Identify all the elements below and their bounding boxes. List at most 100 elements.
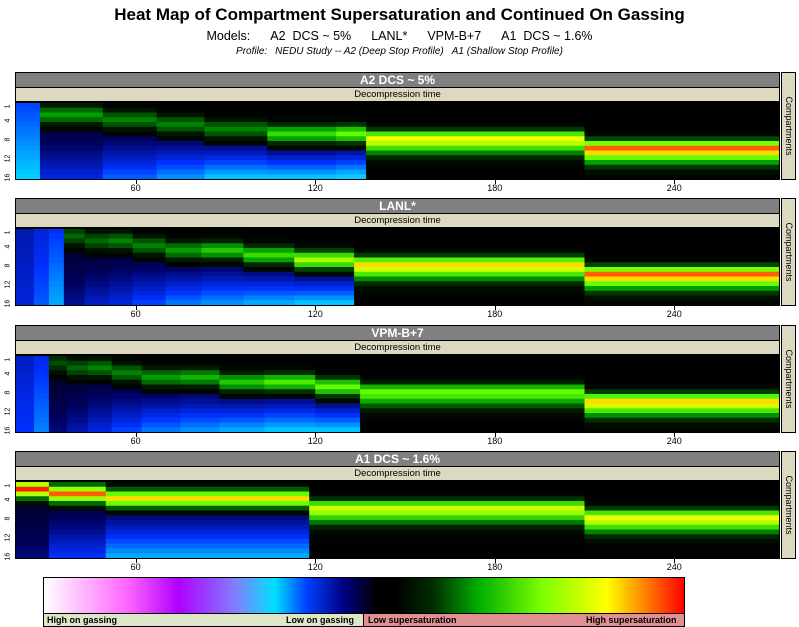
heatmap-cell [102,155,158,161]
heatmap-cell [294,243,355,249]
heatmap-cell [33,394,50,400]
heatmap-cell [16,117,41,123]
heatmap-cell [264,389,316,395]
heatmap-cell [336,150,367,156]
heatmap-cell [584,375,779,381]
heatmap-cell [315,360,361,366]
heatmap-cell [16,398,35,404]
heatmap-cell [584,520,779,526]
heatmap-cell [201,281,244,287]
heatmap-cell [48,262,65,268]
heatmap-cell [33,370,50,376]
heatmap-cell [111,384,143,390]
heatmap-cell [354,248,586,254]
legend-label-high-sat: High supersaturation [586,615,677,625]
heatmap-cell [132,238,167,244]
heatmap-cell [39,117,104,123]
heatmap-stop-column [141,356,182,432]
heatmap-cell [33,408,50,414]
heatmap-cell [111,370,143,376]
compartment-tick-label: 12 [4,280,12,289]
heatmap-cell [16,107,41,113]
heatmap-cell [156,141,206,147]
compartment-tick-label: 1 [4,104,12,109]
compartment-tick-label: 12 [4,154,12,163]
heatmap-stop-column [267,103,337,179]
heatmap-stop-column [132,229,167,305]
heatmap-cell [366,136,586,142]
heatmap-cell [243,262,295,268]
heatmap-cell [141,394,182,400]
heatmap-stop-column [16,356,35,432]
heatmap-cell [336,117,367,123]
heatmap-cell [201,267,244,273]
x-tick-mark [135,559,137,563]
heatmap-cell [108,252,134,258]
heatmap-cell [33,281,50,287]
heatmap-cell [584,150,779,156]
panel-xlabel: Decompression time [15,214,780,228]
heatmap-cell [584,238,779,244]
heatmap-cell [360,356,586,362]
heatmap-cell [219,422,265,428]
heatmap-cell [48,505,107,511]
heatmap-cell [315,384,361,390]
heatmap-stop-column [16,103,41,179]
heatmap-cell [243,233,295,239]
compartment-tick-label: 12 [4,407,12,416]
heatmap-cell [180,394,221,400]
heatmap-cell [84,286,110,292]
heatmap-cell [111,422,143,428]
heatmap-cell [584,229,779,235]
heatmap-cell [336,107,367,113]
heatmap-cell [33,286,50,292]
heatmap-cell [33,379,50,385]
heatmap-cell [366,164,586,170]
heatmap-cell [87,384,113,390]
heatmap-cell [84,252,110,258]
heatmap-cell [16,136,41,142]
heatmap-cell [48,257,65,263]
heatmap-cell [156,160,206,166]
heatmap-cell [105,539,310,545]
heatmap-cell [584,515,779,521]
heatmap-cell [309,496,586,502]
heatmap-cell [360,370,586,376]
heatmap-cell [33,290,50,296]
heatmap-cell [84,238,110,244]
heatmap-cell [105,505,310,511]
heatmap-cell [16,505,50,511]
x-tick-mark [674,559,676,563]
heatmap-stop-column [84,229,110,305]
heatmap-cell [39,164,104,170]
heatmap-cell [111,360,143,366]
heatmap-cell [108,262,134,268]
heatmap-cell [16,520,50,526]
heatmap-cell [360,375,586,381]
heatmap-cell [309,543,586,549]
heatmap-stop-column [294,229,355,305]
heatmap-stop-column [180,356,221,432]
compartment-tick-label: 8 [4,137,12,142]
heatmap-cell [360,422,586,428]
heatmap-cell [309,534,586,540]
heatmap-cell [309,501,586,507]
heatmap-cell [102,136,158,142]
heatmap-cell [204,131,268,137]
compartment-tick-label: 4 [4,371,12,376]
heatmap-cell [39,174,104,179]
heatmap-cell [584,389,779,395]
heatmap-cell [354,276,586,282]
heatmap-stop-column [360,356,586,432]
heatmap-cell [16,510,50,516]
compartments-label: Compartments [783,349,794,409]
profile-a2: NEDU Study -- A2 (Deep Stop Profile) [275,46,444,57]
heatmap-cell [48,238,65,244]
heatmap-cell [16,553,50,558]
heatmap-cell [16,379,35,385]
heatmap-cell [264,398,316,404]
heatmap-cell [584,164,779,170]
heatmap-cell [264,356,316,362]
heatmap-cell [102,126,158,132]
heatmap-cell [584,300,779,305]
